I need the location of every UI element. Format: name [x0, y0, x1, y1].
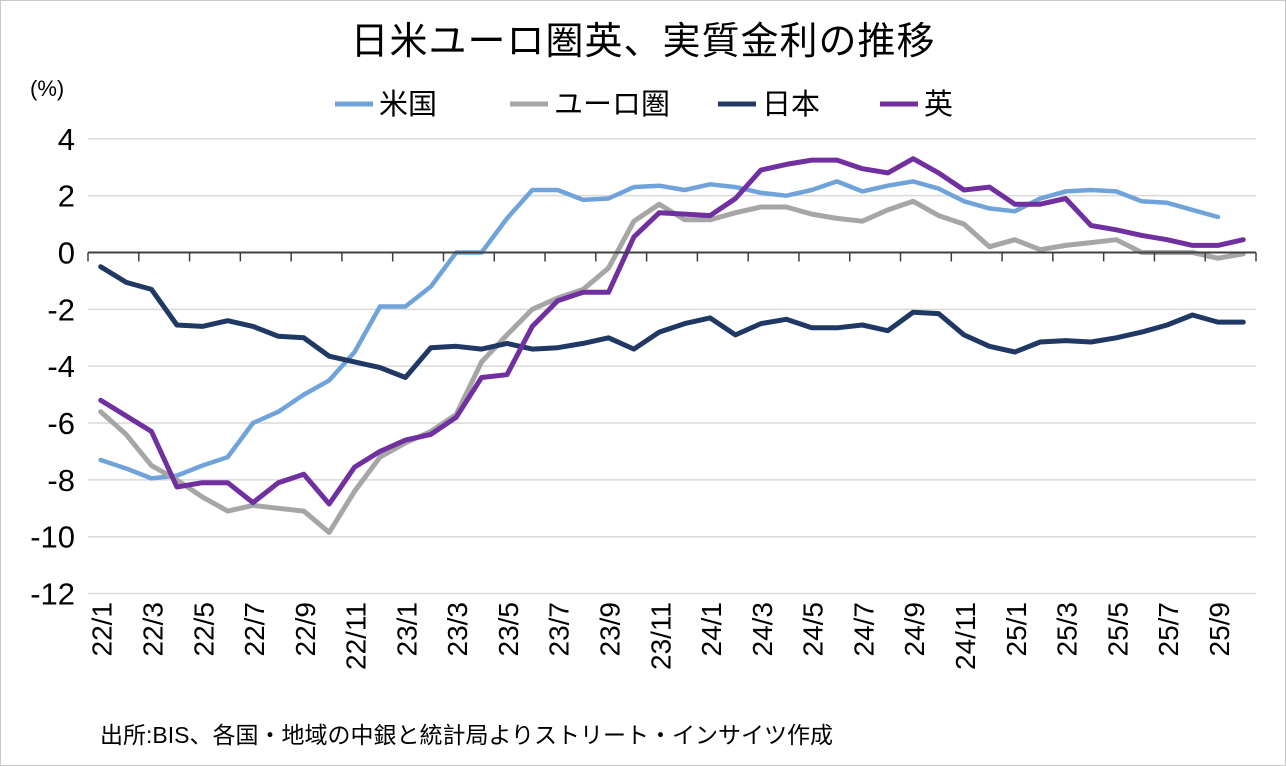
x-tick-label: 22/5 [188, 602, 219, 657]
x-axis [87, 251, 1257, 262]
x-tick-label: 24/3 [747, 602, 778, 657]
x-tick-label: 24/1 [696, 602, 727, 657]
x-tick-label: 25/7 [1153, 602, 1184, 657]
x-tick-label: 22/9 [290, 602, 321, 657]
x-tick-label: 23/11 [645, 602, 676, 670]
legend-item-japan: 日本 [718, 88, 820, 121]
x-tick-label: 23/3 [442, 602, 473, 657]
x-tick-label: 24/7 [848, 602, 879, 657]
legend-label-eurozone: ユーロ圏 [554, 89, 670, 121]
y-tick-label: -6 [47, 406, 75, 441]
x-tick-label: 22/1 [87, 602, 118, 657]
series-line-japan [98, 264, 1246, 380]
x-tick-label: 24/5 [798, 602, 829, 657]
x-tick-label: 25/9 [1204, 602, 1235, 657]
x-tick-label: 23/5 [493, 602, 524, 657]
series-lines [98, 156, 1246, 535]
y-axis-labels: 4 2 0 -2 -4 -6 -8 -10 -12 [30, 122, 75, 612]
x-tick-label: 25/3 [1052, 602, 1083, 657]
legend-item-uk: 英 [880, 88, 953, 121]
legend-label-us: 米国 [379, 88, 437, 121]
x-tick-label: 24/9 [899, 602, 930, 657]
chart-title: 日米ユーロ圏英、実質金利の推移 [350, 21, 935, 63]
x-axis-labels: 22/1 22/3 22/5 22/7 22/9 22/11 23/1 23/3 23/5 23/… [87, 602, 1235, 670]
gridlines [88, 138, 1256, 595]
x-tick-label: 25/1 [1001, 602, 1032, 657]
x-tick-label: 22/7 [239, 602, 270, 657]
y-tick-label: -8 [47, 463, 75, 498]
x-tick-label: 23/7 [544, 602, 575, 657]
source-note: 出所:BIS、各国・地域の中銀と統計局よりストリート・インサイツ作成 [100, 722, 833, 748]
legend-label-japan: 日本 [762, 88, 820, 121]
x-tick-label: 22/3 [138, 602, 169, 657]
series-line-uk [98, 156, 1246, 507]
x-tick-label: 22/11 [341, 602, 372, 670]
y-tick-label: -10 [30, 520, 75, 555]
y-tick-label: 4 [58, 122, 75, 157]
x-tick-label: 24/11 [950, 602, 981, 670]
x-tick-label: 23/1 [391, 602, 422, 657]
x-tick-label: 25/5 [1102, 602, 1133, 657]
y-axis-unit-label: (%) [30, 76, 64, 101]
x-tick-label: 23/9 [595, 602, 626, 657]
y-tick-label: -4 [47, 349, 75, 384]
y-tick-label: 0 [58, 236, 75, 271]
y-tick-label: -12 [30, 577, 75, 612]
legend-item-us: 米国 [335, 88, 437, 121]
y-tick-label: -2 [47, 292, 75, 327]
legend: 米国 ユーロ圏 日本 英 [335, 88, 953, 121]
y-tick-label: 2 [58, 179, 75, 214]
legend-item-eurozone: ユーロ圏 [510, 89, 670, 121]
legend-label-uk: 英 [924, 88, 953, 121]
